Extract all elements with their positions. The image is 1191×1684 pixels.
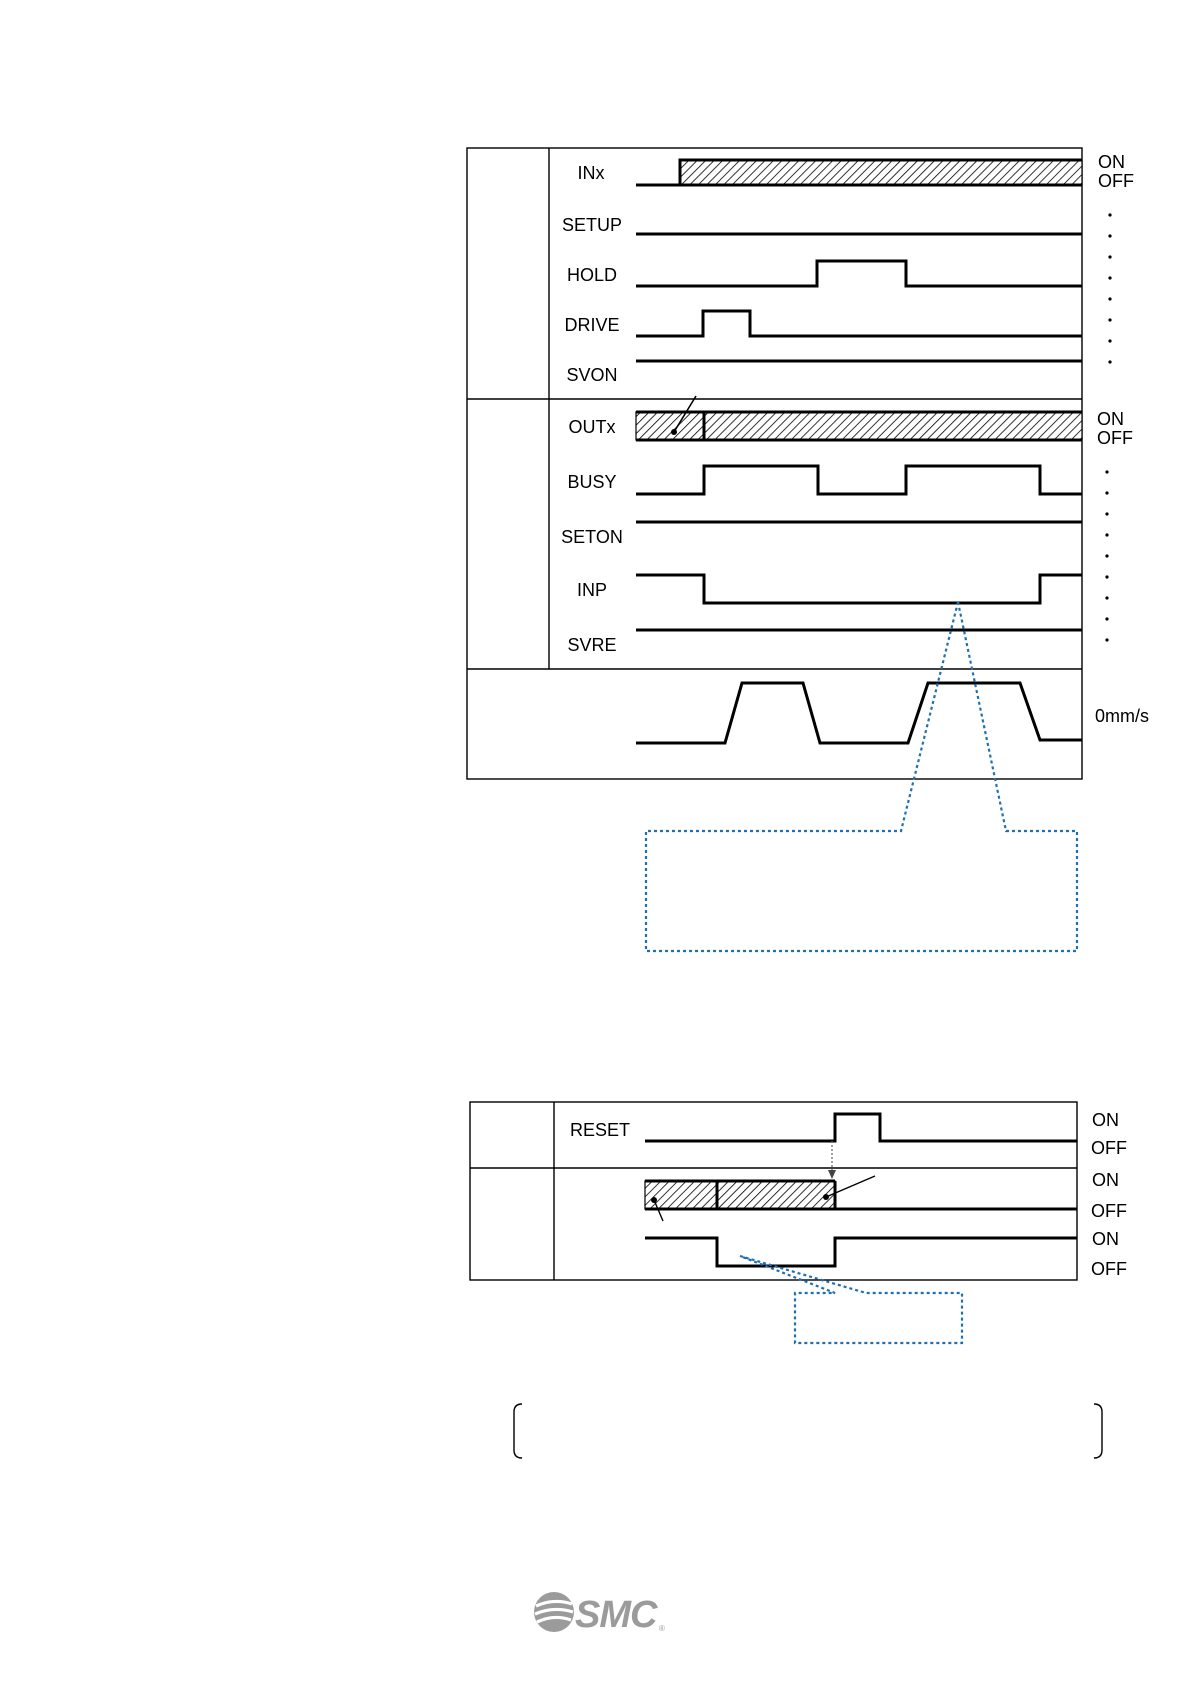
alarm-pointer-left-dot [651,1197,657,1203]
label-setup: SETUP [562,215,622,235]
speed-profile [636,681,1082,745]
outx-on-label: ON [1097,409,1124,429]
input-continuation-dots [1108,213,1112,364]
timing-chart-2: RESET ON OFF ON OFF ON OFF [469,1101,1127,1345]
smc-logo-text: SMC [575,1594,658,1635]
note-bracket [513,1403,1103,1459]
alarm-off-label: OFF [1091,1259,1127,1279]
reset-effect-arrowhead [828,1170,836,1179]
inx-signal [636,158,1082,187]
smc-logo-mark [534,1592,574,1632]
busy-signal [636,464,1082,496]
outx-pointer-line [673,395,697,433]
callout-box-2 [739,1254,964,1345]
label-hold: HOLD [567,265,617,285]
output-on-label: ON [1092,1170,1119,1190]
alarm-signal [645,1236,1077,1268]
outx-off-label: OFF [1097,428,1133,448]
inx-hatched-block [679,159,1083,186]
note-bracket-left [513,1403,523,1459]
registered-mark: ® [659,1624,665,1633]
label-seton: SETON [561,527,623,547]
callout-box-1 [644,601,1079,953]
output-off-label: OFF [1091,1201,1127,1221]
label-inp: INP [577,580,607,600]
timing-chart-1: INx SETUP HOLD DRIVE SVON OUTx BUSY SETO… [466,147,1149,953]
label-reset: RESET [570,1120,630,1140]
note-bracket-right [1093,1403,1103,1459]
alarm-output-hatched-block [644,1180,836,1210]
chart2-frame [469,1101,1078,1281]
label-drive: DRIVE [564,315,619,335]
reset-on-label: ON [1092,1110,1119,1130]
speed-zero-label: 0mm/s [1095,706,1149,726]
label-busy: BUSY [567,472,616,492]
output-continuation-dots [1105,470,1109,642]
drive-signal [636,309,1082,338]
smc-logo: SMC ® [534,1592,665,1635]
alarm-pointer-right-dot [823,1194,829,1200]
hold-signal [636,259,1082,288]
label-inx: INx [578,163,605,183]
alarm-pointer-left [653,1199,664,1222]
reset-off-label: OFF [1091,1138,1127,1158]
alarm-pointer-right [825,1175,876,1198]
outx-pointer-dot [671,429,677,435]
inx-off-label: OFF [1098,171,1134,191]
inx-on-label: ON [1098,152,1125,172]
label-svre: SVRE [567,635,616,655]
alarm-on-label: ON [1092,1229,1119,1249]
label-outx: OUTx [569,417,616,437]
reset-signal [645,1112,1077,1143]
label-svon: SVON [566,365,617,385]
chart1-frame [466,147,1083,780]
inp-signal [636,573,1082,605]
